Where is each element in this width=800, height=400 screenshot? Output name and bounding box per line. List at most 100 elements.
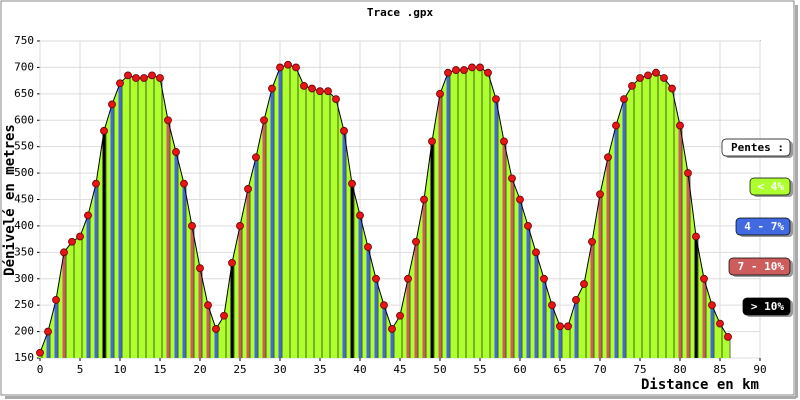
y-tick-label: 450 (14, 193, 34, 206)
point (580, 280, 588, 288)
y-tick-label: 550 (14, 140, 34, 153)
point (588, 237, 596, 246)
x-tick-label: 85 (713, 363, 726, 376)
point (76, 232, 84, 241)
point (532, 248, 540, 257)
point (268, 84, 276, 93)
x-tick-label: 50 (433, 363, 446, 376)
point (628, 82, 636, 90)
x-tick-label: 5 (77, 363, 84, 376)
point (652, 68, 660, 77)
frame-shadow (795, 5, 798, 398)
y-tick-label: 150 (14, 351, 34, 364)
point (404, 274, 412, 283)
x-tick-label: 75 (633, 363, 646, 376)
point (668, 84, 676, 93)
point (364, 243, 372, 251)
frame-shadow (5, 396, 796, 399)
point (292, 63, 300, 72)
point (316, 87, 324, 96)
point (284, 60, 292, 69)
point (660, 74, 668, 82)
y-tick-label: 300 (14, 272, 34, 285)
chart-title: Trace .gpx (367, 6, 434, 19)
point (556, 322, 564, 331)
x-tick-label: 80 (673, 363, 686, 376)
point (68, 237, 76, 246)
point (332, 95, 340, 104)
point (300, 82, 308, 90)
point (252, 153, 260, 162)
y-tick-label: 350 (14, 245, 34, 258)
point (348, 179, 356, 188)
point (692, 232, 700, 241)
point (444, 68, 452, 77)
x-tick-label: 25 (233, 363, 246, 376)
point (228, 258, 236, 267)
point (604, 153, 612, 162)
point (636, 74, 644, 82)
point (356, 211, 364, 220)
point (236, 222, 244, 230)
point (644, 71, 652, 80)
point (412, 237, 420, 246)
legend-label: 7 - 10% (738, 260, 785, 273)
point (396, 311, 404, 320)
point (572, 295, 580, 304)
point (116, 79, 124, 88)
x-tick-label: 40 (353, 363, 366, 376)
point (436, 89, 444, 98)
point (124, 71, 132, 80)
point (428, 137, 436, 146)
point (196, 264, 204, 273)
point (204, 301, 212, 310)
point (700, 274, 708, 283)
point (60, 248, 68, 257)
legend-item-box (742, 297, 791, 316)
elevation-area (40, 64, 728, 359)
legend-title: Pentes : (731, 141, 784, 154)
point (676, 121, 684, 130)
point (372, 274, 380, 283)
x-tick-label: 10 (113, 363, 126, 376)
point (476, 63, 484, 72)
point (220, 311, 228, 320)
legend-item-box (728, 257, 791, 276)
point (156, 74, 164, 82)
y-tick-label: 500 (14, 166, 34, 179)
x-tick-label: 0 (37, 363, 44, 376)
x-tick-label: 65 (553, 363, 566, 376)
y-axis-label: Dénivelé en metres (2, 124, 18, 276)
point (132, 74, 140, 82)
legend-label: > 10% (751, 300, 784, 313)
point (276, 63, 284, 72)
point (36, 348, 44, 357)
point (340, 126, 348, 135)
point (716, 319, 724, 328)
point (492, 95, 500, 104)
point (548, 301, 556, 310)
x-tick-label: 15 (153, 363, 166, 376)
point (620, 95, 628, 104)
point (84, 211, 92, 220)
point (164, 116, 172, 125)
x-tick-label: 35 (313, 363, 326, 376)
legend-label: 4 - 7% (744, 220, 784, 233)
point (100, 126, 108, 135)
point (188, 222, 196, 230)
point (516, 195, 524, 204)
point (724, 332, 732, 341)
y-tick-label: 650 (14, 87, 34, 100)
point (612, 121, 620, 130)
point (540, 274, 548, 283)
legend-item-box (749, 177, 791, 196)
point (140, 74, 148, 82)
point (180, 179, 188, 188)
legend-item-box (735, 217, 791, 236)
y-tick-label: 600 (14, 113, 34, 126)
point (460, 66, 468, 74)
point (388, 325, 396, 333)
y-tick-label: 700 (14, 60, 34, 73)
point (108, 100, 116, 109)
